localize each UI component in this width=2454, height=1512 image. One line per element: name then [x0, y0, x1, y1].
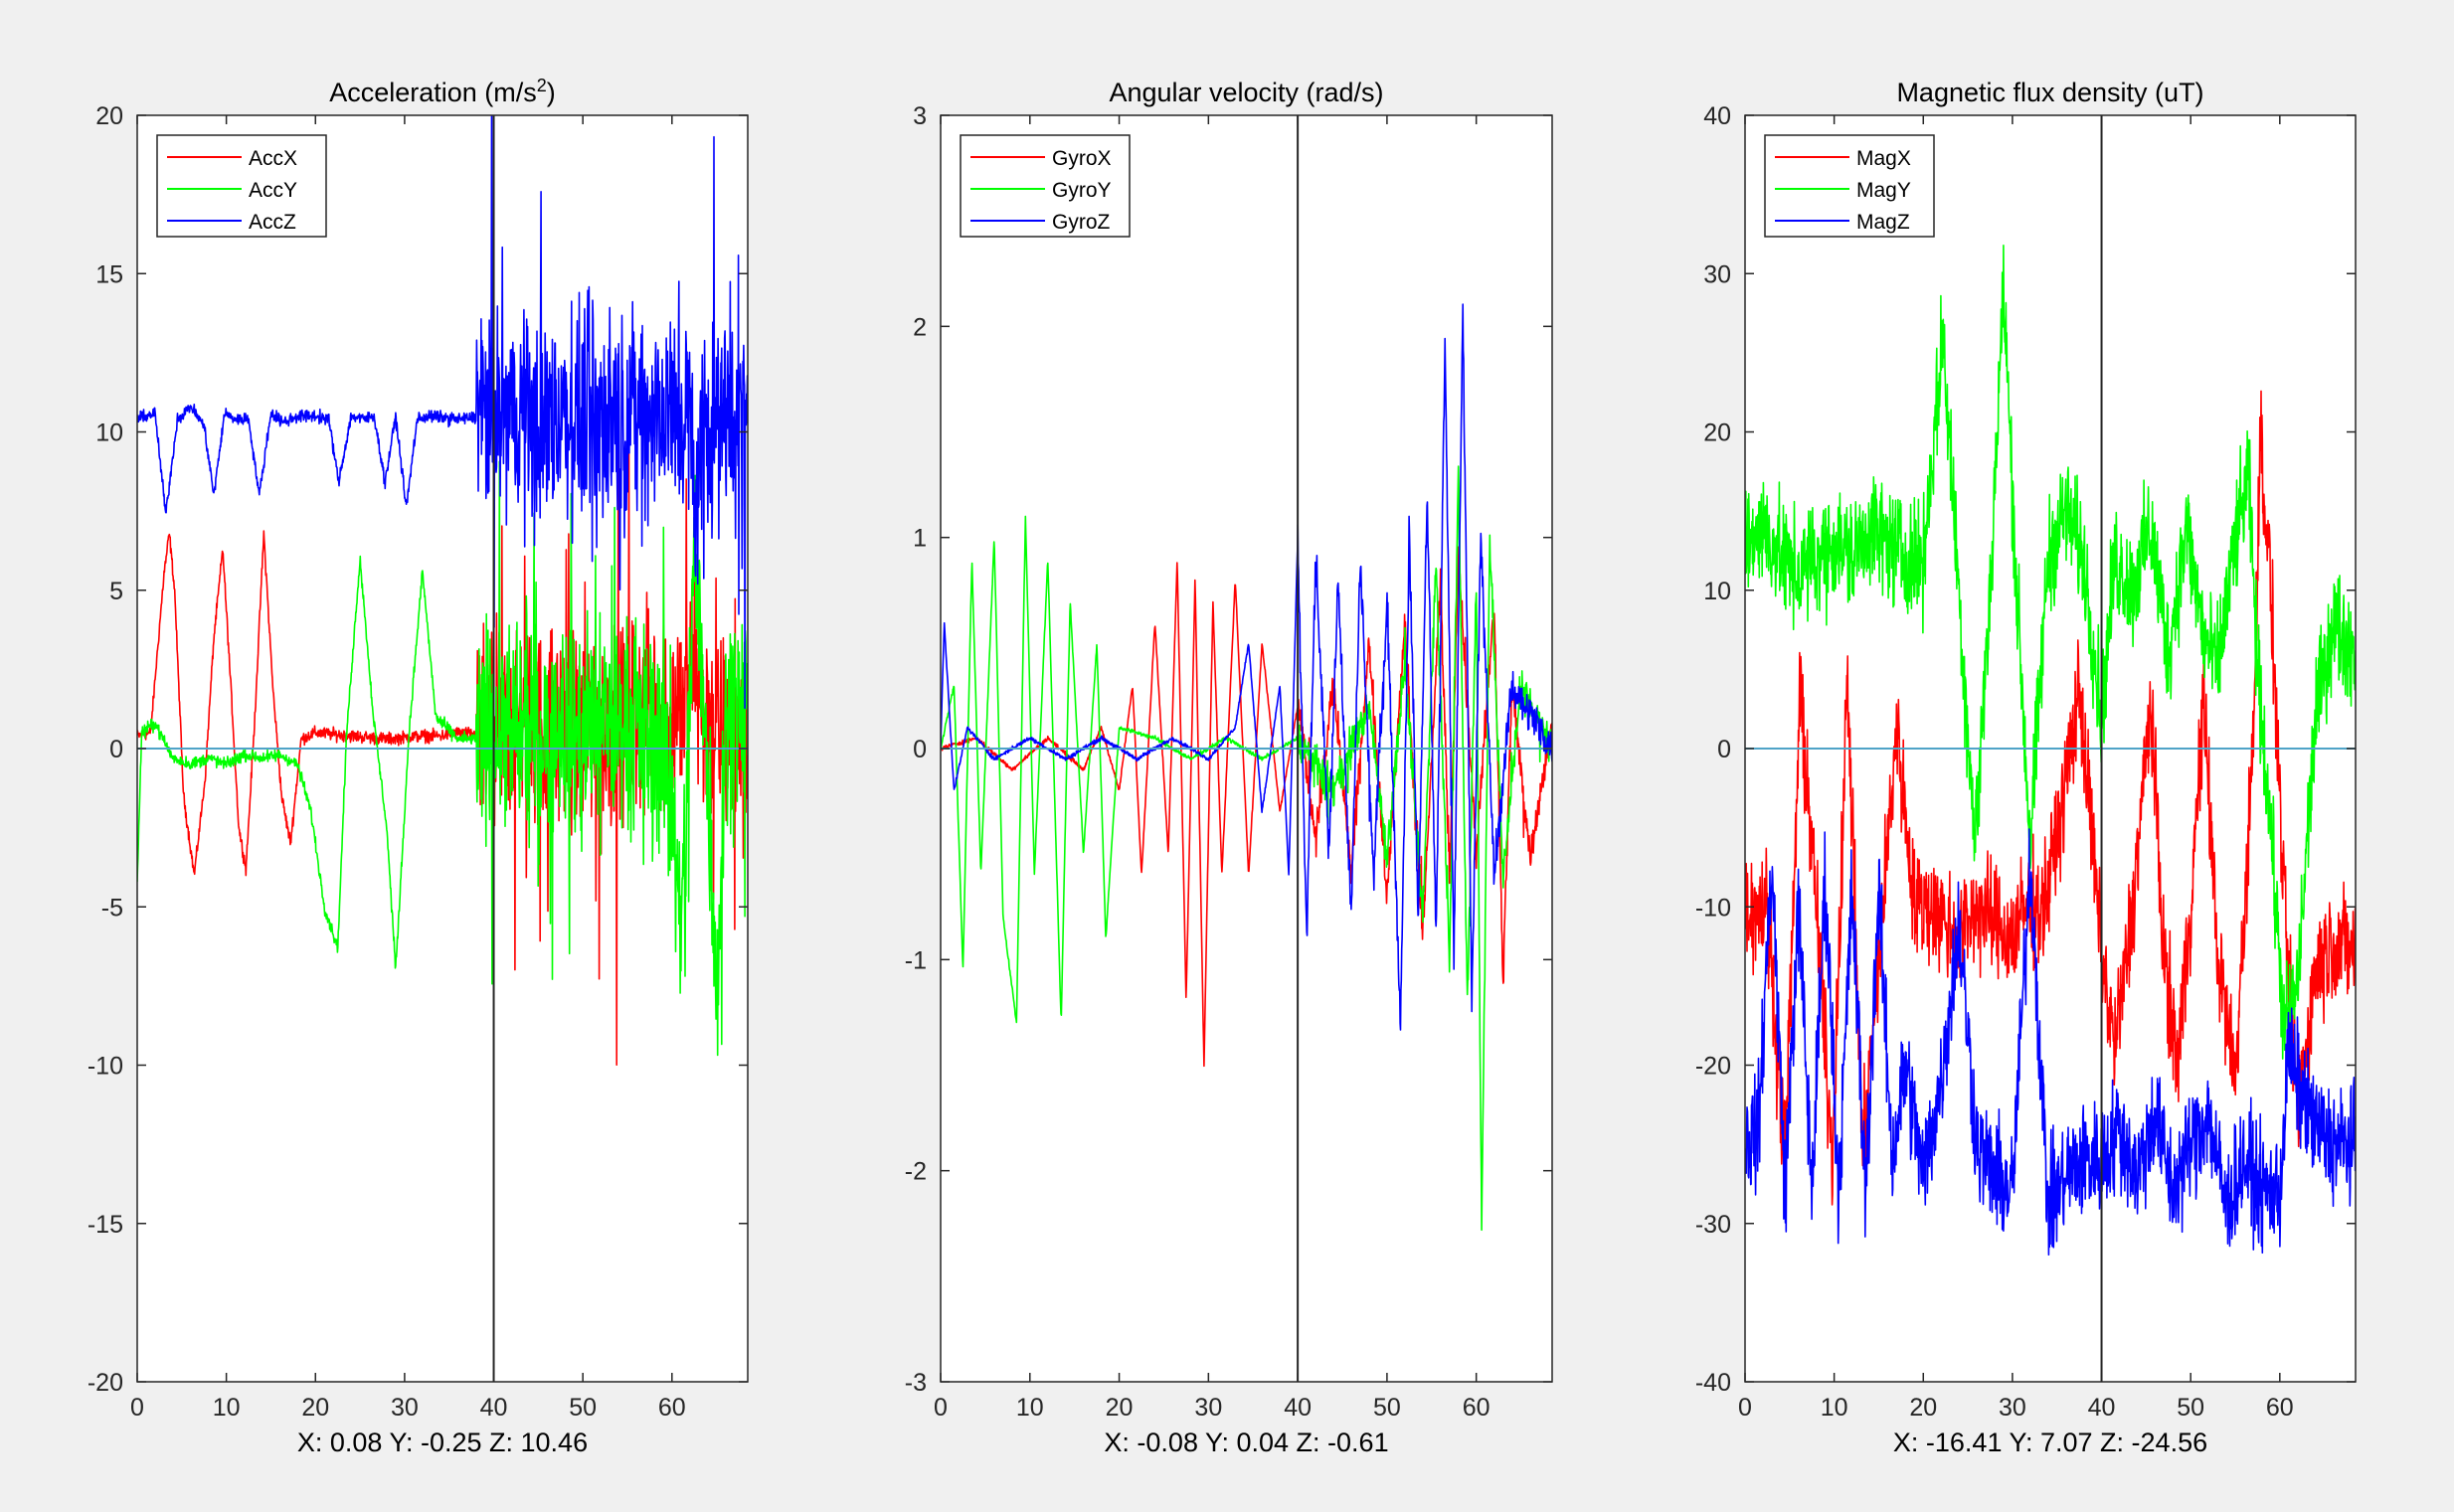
series-line-gyroz: [941, 303, 1552, 1031]
x-tick-label: 60: [2266, 1394, 2294, 1422]
series-line-magz: [1745, 828, 2356, 1256]
y-tick-label: 2: [913, 313, 927, 341]
series-line-magx: [1745, 390, 2356, 1219]
y-tick-label: 15: [95, 260, 123, 288]
y-tick-label: -40: [1695, 1369, 1731, 1397]
legend-label-accx: AccX: [249, 147, 297, 170]
legend-label-gyroy: GyroY: [1052, 179, 1112, 202]
x-tick-label: 60: [658, 1394, 686, 1422]
x-tick-label: 50: [2177, 1394, 2204, 1422]
legend-label-magx: MagX: [1856, 147, 1911, 170]
y-tick-label: -5: [101, 894, 123, 922]
y-tick-label: 10: [1703, 578, 1731, 605]
x-tick-label: 40: [1284, 1394, 1312, 1422]
chart-title: Acceleration (m/s2): [329, 76, 556, 107]
y-tick-label: -20: [1695, 1053, 1731, 1081]
xyz-readout: X: -16.41 Y: 7.07 Z: -24.56: [1893, 1428, 2207, 1457]
xyz-readout: X: -0.08 Y: 0.04 Z: -0.61: [1104, 1428, 1388, 1457]
plot-area[interactable]: [1745, 245, 2356, 1256]
x-tick-label: 0: [934, 1394, 948, 1422]
y-tick-label: 0: [109, 736, 123, 763]
chart-title-suffix: ): [547, 78, 556, 107]
x-tick-label: 30: [391, 1394, 419, 1422]
chart-title: Magnetic flux density (uT): [1896, 78, 2203, 107]
series-line-accy: [137, 460, 748, 1057]
chart-1: 0 10 20 30 40 50 60 -3 -2 -1 0 1 2 3 Angular velocity …: [905, 78, 1553, 1457]
chart-title-text: Angular velocity (rad/s): [1109, 78, 1383, 107]
legend[interactable]: GyroX GyroY GyroZ: [960, 134, 1131, 238]
x-tick-label: 0: [1738, 1394, 1752, 1422]
legend-label-accz: AccZ: [249, 211, 296, 234]
y-tick-label: -1: [905, 946, 927, 974]
y-tick-label: -3: [905, 1369, 927, 1397]
y-tick-label: 0: [1717, 736, 1731, 763]
x-tick-label: 60: [1463, 1394, 1490, 1422]
x-tick-label: 20: [1909, 1394, 1937, 1422]
x-tick-label: 0: [130, 1394, 144, 1422]
y-tick-label: 30: [1703, 260, 1731, 288]
y-tick-label: -10: [88, 1053, 123, 1081]
x-tick-label: 30: [1999, 1394, 2026, 1422]
x-tick-label: 40: [2088, 1394, 2116, 1422]
plot-area[interactable]: [137, 87, 748, 1066]
y-tick-label: -10: [1695, 894, 1731, 922]
chart-title: Angular velocity (rad/s): [1109, 78, 1383, 107]
x-tick-label: 10: [1821, 1394, 1848, 1422]
y-tick-label: 40: [1703, 102, 1731, 130]
legend-label-magz: MagZ: [1856, 211, 1910, 234]
y-tick-label: 3: [913, 102, 927, 130]
y-tick-label: 0: [913, 736, 927, 763]
x-tick-label: 50: [569, 1394, 597, 1422]
y-tick-label: 20: [1703, 420, 1731, 447]
legend-label-accy: AccY: [249, 179, 297, 202]
x-tick-label: 30: [1194, 1394, 1222, 1422]
chart-title-text: Magnetic flux density (uT): [1896, 78, 2203, 107]
chart-2: 0 10 20 30 40 50 60 -40 -30 -20 -10 0 10 20 30 40 Magnet…: [1695, 78, 2357, 1457]
y-tick-label: -15: [88, 1211, 123, 1239]
legend[interactable]: AccX AccY AccZ: [156, 134, 327, 238]
series-line-magy: [1745, 245, 2356, 1060]
chart-title-superscript: 2: [537, 76, 547, 95]
chart-0: 0 10 20 30 40 50 60 -20 -15 -10 -5 0 5 10 15 20 Accelera…: [88, 76, 749, 1457]
xyz-readout: X: 0.08 Y: -0.25 Z: 10.46: [297, 1428, 588, 1457]
y-tick-label: 1: [913, 525, 927, 553]
y-tick-label: -20: [88, 1369, 123, 1397]
y-tick-label: 10: [95, 420, 123, 447]
series-line-accx: [137, 381, 748, 1066]
legend[interactable]: MagX MagY MagZ: [1764, 134, 1935, 238]
y-tick-label: 5: [109, 578, 123, 605]
x-tick-label: 10: [213, 1394, 241, 1422]
legend-label-gyrox: GyroX: [1052, 147, 1112, 170]
x-tick-label: 20: [1106, 1394, 1134, 1422]
x-tick-label: 10: [1016, 1394, 1044, 1422]
y-tick-label: -30: [1695, 1211, 1731, 1239]
series-line-accz: [137, 115, 748, 710]
x-tick-label: 20: [301, 1394, 329, 1422]
chart-title-text: Acceleration (m/s: [329, 78, 537, 107]
legend-label-gyroz: GyroZ: [1052, 211, 1111, 234]
y-tick-label: 20: [95, 102, 123, 130]
legend-label-magy: MagY: [1856, 179, 1911, 202]
x-tick-label: 40: [480, 1394, 508, 1422]
x-tick-label: 50: [1373, 1394, 1401, 1422]
series-line-gyrox: [941, 546, 1552, 1068]
y-tick-label: -2: [905, 1158, 927, 1186]
